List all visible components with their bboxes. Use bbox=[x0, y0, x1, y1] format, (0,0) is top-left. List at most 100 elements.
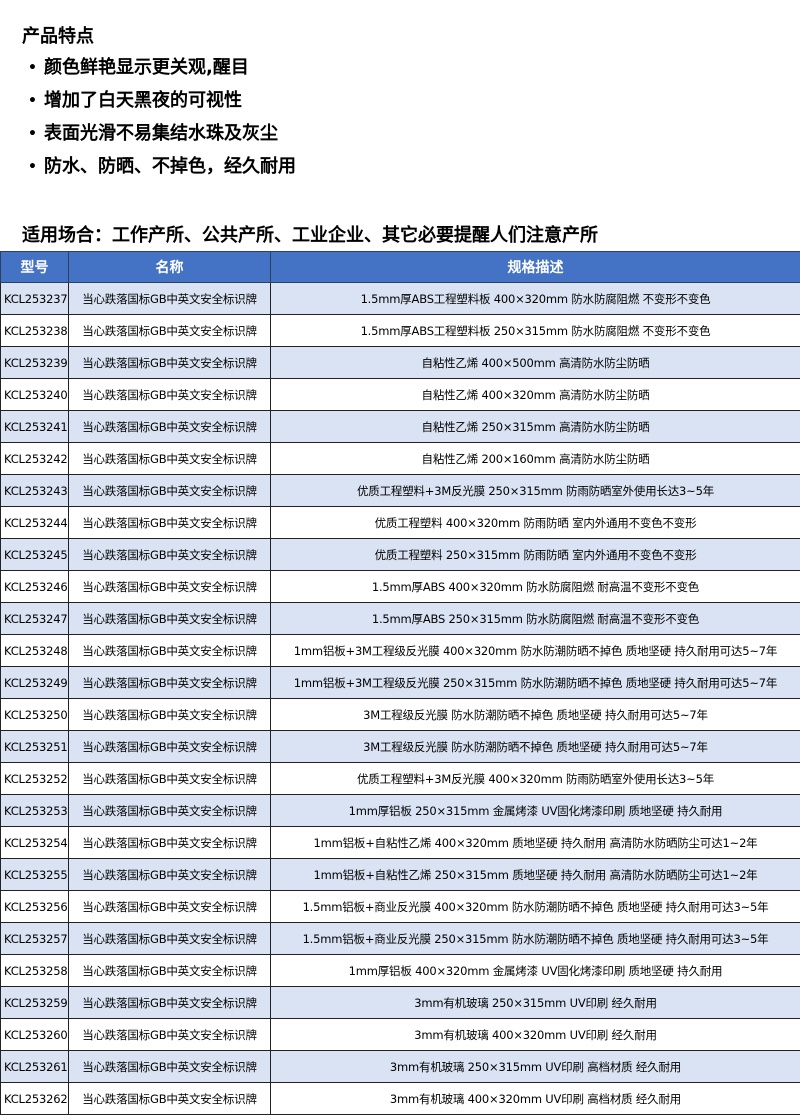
bullet-icon: • bbox=[28, 159, 37, 175]
cell-model: KCL253241 bbox=[0, 410, 69, 443]
cell-model: KCL253252 bbox=[0, 762, 69, 795]
cell-name: 当心跌落国标GB中英文安全标识牌 bbox=[68, 378, 271, 411]
cell-spec: 自粘性乙烯 400×320mm 高清防水防尘防晒 bbox=[270, 378, 800, 411]
table-row: KCL253238 当心跌落国标GB中英文安全标识牌 1.5mm厚ABS工程塑料板 … bbox=[0, 314, 800, 347]
feature-item: • 表面光滑不易集结水珠及灰尘 bbox=[28, 122, 296, 155]
cell-name: 当心跌落国标GB中英文安全标识牌 bbox=[68, 314, 271, 347]
cell-name: 当心跌落国标GB中英文安全标识牌 bbox=[68, 666, 271, 699]
table-row: KCL253257 当心跌落国标GB中英文安全标识牌 1.5mm铝板+商业反光膜 2… bbox=[0, 922, 800, 955]
cell-model: KCL253248 bbox=[0, 634, 69, 667]
cell-model: KCL253244 bbox=[0, 506, 69, 539]
table-row: KCL253248 当心跌落国标GB中英文安全标识牌 1mm铝板+3M工程级反光膜 … bbox=[0, 634, 800, 667]
feature-text: 表面光滑不易集结水珠及灰尘 bbox=[44, 123, 278, 144]
feature-item: • 防水、防晒、不掉色，经久耐用 bbox=[28, 155, 296, 188]
feature-item: • 增加了白天黑夜的可视性 bbox=[28, 89, 296, 122]
cell-name: 当心跌落国标GB中英文安全标识牌 bbox=[68, 954, 271, 987]
cell-model: KCL253258 bbox=[0, 954, 69, 987]
cell-name: 当心跌落国标GB中英文安全标识牌 bbox=[68, 762, 271, 795]
feature-list: • 颜色鲜艳显示更关观,醒目 • 增加了白天黑夜的可视性 • 表面光滑不易集结水珠及灰… bbox=[28, 56, 296, 188]
cell-model: KCL253260 bbox=[0, 1018, 69, 1051]
cell-spec: 1.5mm铝板+商业反光膜 400×320mm 防水防潮防晒不掉色 质地坚硬 持… bbox=[270, 890, 800, 923]
cell-model: KCL253261 bbox=[0, 1050, 69, 1083]
applicable-scenes: 适用场合：工作产所、公共产所、工业企业、其它必要提醒人们注意产所 bbox=[22, 225, 598, 246]
table-row: KCL253260 当心跌落国标GB中英文安全标识牌 3mm有机玻璃 400×320… bbox=[0, 1018, 800, 1051]
cell-name: 当心跌落国标GB中英文安全标识牌 bbox=[68, 826, 271, 859]
table-row: KCL253252 当心跌落国标GB中英文安全标识牌 优质工程塑料+3M反光膜 40… bbox=[0, 762, 800, 795]
cell-model: KCL253237 bbox=[0, 282, 69, 315]
table-row: KCL253242 当心跌落国标GB中英文安全标识牌 自粘性乙烯 200×160mm… bbox=[0, 442, 800, 475]
table-header-row: 型号 名称 规格描述 bbox=[0, 251, 800, 283]
cell-model: KCL253250 bbox=[0, 698, 69, 731]
cell-model: KCL253259 bbox=[0, 986, 69, 1019]
cell-model: KCL253249 bbox=[0, 666, 69, 699]
cell-model: KCL253256 bbox=[0, 890, 69, 923]
table-row: KCL253244 当心跌落国标GB中英文安全标识牌 优质工程塑料 400×320m… bbox=[0, 506, 800, 539]
cell-model: KCL253239 bbox=[0, 346, 69, 379]
cell-model: KCL253255 bbox=[0, 858, 69, 891]
table-row: KCL253259 当心跌落国标GB中英文安全标识牌 3mm有机玻璃 250×315… bbox=[0, 986, 800, 1019]
cell-name: 当心跌落国标GB中英文安全标识牌 bbox=[68, 570, 271, 603]
cell-spec: 1.5mm厚ABS工程塑料板 400×320mm 防水防腐阻燃 不变形不变色 bbox=[270, 282, 800, 315]
cell-name: 当心跌落国标GB中英文安全标识牌 bbox=[68, 890, 271, 923]
cell-spec: 1mm铝板+自粘性乙烯 400×320mm 质地坚硬 持久耐用 高清防水防晒防尘… bbox=[270, 826, 800, 859]
cell-model: KCL253246 bbox=[0, 570, 69, 603]
cell-model: KCL253251 bbox=[0, 730, 69, 763]
header-spec: 规格描述 bbox=[270, 251, 800, 283]
table-row: KCL253251 当心跌落国标GB中英文安全标识牌 3M工程级反光膜 防水防潮防晒… bbox=[0, 730, 800, 763]
cell-spec: 1mm厚铝板 250×315mm 金属烤漆 UV固化烤漆印刷 质地坚硬 持久耐用 bbox=[270, 794, 800, 827]
cell-spec: 优质工程塑料+3M反光膜 250×315mm 防雨防晒室外使用长达3~5年 bbox=[270, 474, 800, 507]
cell-name: 当心跌落国标GB中英文安全标识牌 bbox=[68, 346, 271, 379]
feature-text: 增加了白天黑夜的可视性 bbox=[44, 90, 242, 111]
cell-spec: 1.5mm厚ABS 250×315mm 防水防腐阻燃 耐高温不变形不变色 bbox=[270, 602, 800, 635]
table-row: KCL253245 当心跌落国标GB中英文安全标识牌 优质工程塑料 250×315m… bbox=[0, 538, 800, 571]
table-row: KCL253262 当心跌落国标GB中英文安全标识牌 3mm有机玻璃 400×320… bbox=[0, 1082, 800, 1115]
table-row: KCL253249 当心跌落国标GB中英文安全标识牌 1mm铝板+3M工程级反光膜 … bbox=[0, 666, 800, 699]
cell-name: 当心跌落国标GB中英文安全标识牌 bbox=[68, 282, 271, 315]
table-row: KCL253250 当心跌落国标GB中英文安全标识牌 3M工程级反光膜 防水防潮防晒… bbox=[0, 698, 800, 731]
table-row: KCL253243 当心跌落国标GB中英文安全标识牌 优质工程塑料+3M反光膜 25… bbox=[0, 474, 800, 507]
cell-model: KCL253245 bbox=[0, 538, 69, 571]
cell-name: 当心跌落国标GB中英文安全标识牌 bbox=[68, 474, 271, 507]
bullet-icon: • bbox=[28, 126, 37, 142]
cell-name: 当心跌落国标GB中英文安全标识牌 bbox=[68, 634, 271, 667]
cell-spec: 1mm铝板+3M工程级反光膜 400×320mm 防水防潮防晒不掉色 质地坚硬 … bbox=[270, 634, 800, 667]
cell-spec: 优质工程塑料+3M反光膜 400×320mm 防雨防晒室外使用长达3~5年 bbox=[270, 762, 800, 795]
feature-item: • 颜色鲜艳显示更关观,醒目 bbox=[28, 56, 296, 89]
cell-name: 当心跌落国标GB中英文安全标识牌 bbox=[68, 1050, 271, 1083]
table-row: KCL253247 当心跌落国标GB中英文安全标识牌 1.5mm厚ABS 250×3… bbox=[0, 602, 800, 635]
table-row: KCL253240 当心跌落国标GB中英文安全标识牌 自粘性乙烯 400×320mm… bbox=[0, 378, 800, 411]
cell-name: 当心跌落国标GB中英文安全标识牌 bbox=[68, 1018, 271, 1051]
cell-name: 当心跌落国标GB中英文安全标识牌 bbox=[68, 506, 271, 539]
table-row: KCL253239 当心跌落国标GB中英文安全标识牌 自粘性乙烯 400×500mm… bbox=[0, 346, 800, 379]
cell-model: KCL253240 bbox=[0, 378, 69, 411]
table-row: KCL253241 当心跌落国标GB中英文安全标识牌 自粘性乙烯 250×315mm… bbox=[0, 410, 800, 443]
feature-text: 颜色鲜艳显示更关观,醒目 bbox=[44, 57, 249, 78]
cell-spec: 1mm铝板+自粘性乙烯 250×315mm 质地坚硬 持久耐用 高清防水防晒防尘… bbox=[270, 858, 800, 891]
feature-text: 防水、防晒、不掉色，经久耐用 bbox=[44, 156, 296, 177]
table-row: KCL253253 当心跌落国标GB中英文安全标识牌 1mm厚铝板 250×315m… bbox=[0, 794, 800, 827]
cell-spec: 1.5mm铝板+商业反光膜 250×315mm 防水防潮防晒不掉色 质地坚硬 持… bbox=[270, 922, 800, 955]
table-row: KCL253237 当心跌落国标GB中英文安全标识牌 1.5mm厚ABS工程塑料板 … bbox=[0, 282, 800, 315]
cell-name: 当心跌落国标GB中英文安全标识牌 bbox=[68, 794, 271, 827]
cell-spec: 1.5mm厚ABS工程塑料板 250×315mm 防水防腐阻燃 不变形不变色 bbox=[270, 314, 800, 347]
cell-spec: 3mm有机玻璃 250×315mm UV印刷 经久耐用 bbox=[270, 986, 800, 1019]
cell-spec: 自粘性乙烯 200×160mm 高清防水防尘防晒 bbox=[270, 442, 800, 475]
cell-spec: 自粘性乙烯 250×315mm 高清防水防尘防晒 bbox=[270, 410, 800, 443]
cell-model: KCL253254 bbox=[0, 826, 69, 859]
cell-name: 当心跌落国标GB中英文安全标识牌 bbox=[68, 698, 271, 731]
cell-model: KCL253257 bbox=[0, 922, 69, 955]
cell-spec: 优质工程塑料 250×315mm 防雨防晒 室内外通用不变色不变形 bbox=[270, 538, 800, 571]
cell-name: 当心跌落国标GB中英文安全标识牌 bbox=[68, 538, 271, 571]
cell-model: KCL253253 bbox=[0, 794, 69, 827]
cell-spec: 3M工程级反光膜 防水防潮防晒不掉色 质地坚硬 持久耐用可达5~7年 bbox=[270, 698, 800, 731]
table-row: KCL253256 当心跌落国标GB中英文安全标识牌 1.5mm铝板+商业反光膜 4… bbox=[0, 890, 800, 923]
cell-spec: 1mm铝板+3M工程级反光膜 250×315mm 防水防潮防晒不掉色 质地坚硬 … bbox=[270, 666, 800, 699]
bullet-icon: • bbox=[28, 60, 37, 76]
table-row: KCL253254 当心跌落国标GB中英文安全标识牌 1mm铝板+自粘性乙烯 400… bbox=[0, 826, 800, 859]
cell-model: KCL253242 bbox=[0, 442, 69, 475]
bullet-icon: • bbox=[28, 93, 37, 109]
cell-spec: 3mm有机玻璃 400×320mm UV印刷 高档材质 经久耐用 bbox=[270, 1082, 800, 1115]
cell-spec: 3mm有机玻璃 250×315mm UV印刷 高档材质 经久耐用 bbox=[270, 1050, 800, 1083]
cell-spec: 3M工程级反光膜 防水防潮防晒不掉色 质地坚硬 持久耐用可达5~7年 bbox=[270, 730, 800, 763]
header-name: 名称 bbox=[68, 251, 271, 283]
